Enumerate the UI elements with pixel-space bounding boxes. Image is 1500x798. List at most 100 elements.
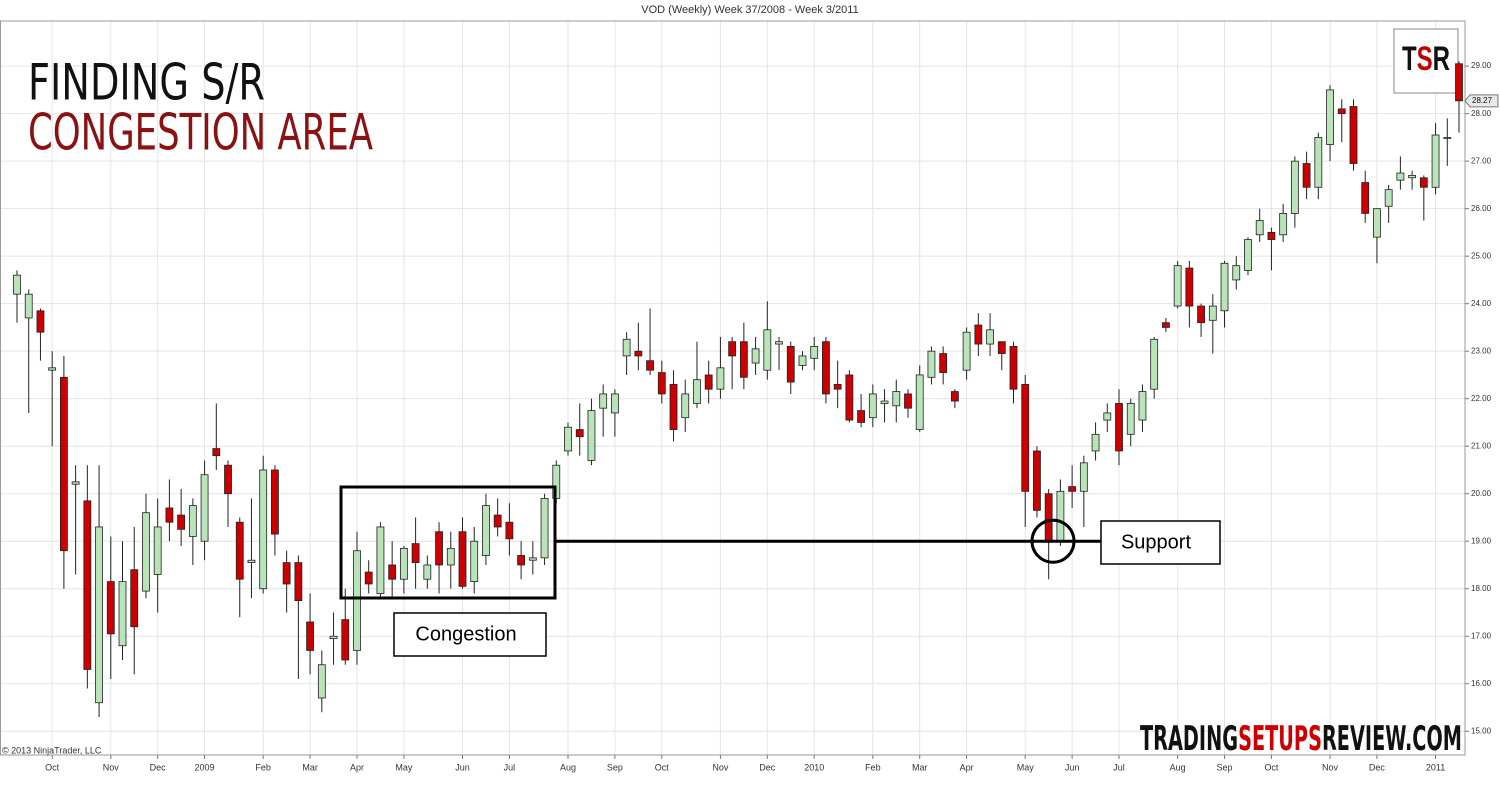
candle-body [739, 341, 748, 378]
y-tick-label: 29.00 [1471, 61, 1492, 70]
y-tick-label: 16.00 [1471, 679, 1492, 688]
candle-body [1009, 346, 1018, 390]
y-tick-label: 20.00 [1471, 489, 1492, 498]
candle-body [657, 372, 666, 395]
x-tick-label: Oct [655, 762, 670, 772]
x-tick-label: Dec [150, 762, 167, 772]
candle-body [153, 526, 162, 575]
candle-body [282, 562, 291, 585]
candle-body [1208, 305, 1217, 321]
candle-body [728, 341, 737, 357]
candle-body [212, 448, 221, 457]
candle-body [423, 564, 432, 580]
x-tick-label: Jul [504, 762, 516, 772]
candle-body [622, 338, 631, 357]
x-tick-label: 2011 [1426, 762, 1445, 772]
y-tick-label: 23.00 [1471, 346, 1492, 355]
candle-body [915, 374, 924, 430]
x-tick-label: Dec [759, 762, 776, 772]
x-tick-label: 2010 [804, 762, 824, 772]
candle-body [1302, 163, 1311, 188]
candle-body [611, 393, 619, 414]
candle-body [1384, 189, 1393, 207]
candle-body [235, 521, 244, 580]
candle-body [962, 331, 971, 371]
candle-body [1103, 412, 1112, 421]
x-tick-label: Aug [560, 762, 576, 772]
x-tick-label: Oct [1264, 762, 1279, 772]
candle-body [24, 293, 33, 319]
y-tick-label: 26.00 [1471, 204, 1492, 213]
x-tick-label: Feb [255, 762, 271, 772]
x-tick-label: Nov [712, 762, 729, 772]
candle-body [329, 635, 338, 640]
candle-body [716, 367, 725, 390]
candle-body [1138, 391, 1147, 421]
heading: FINDING S/R [28, 54, 265, 112]
candle-body [458, 531, 467, 587]
candle-body [775, 341, 783, 345]
x-tick-label: Apr [350, 762, 364, 772]
candle-body [364, 571, 373, 585]
candle-body [36, 310, 45, 333]
x-tick-label: Sep [1217, 762, 1233, 772]
candle-body [165, 507, 174, 523]
candle-body [1314, 136, 1323, 188]
candle-body [1349, 106, 1358, 164]
candle-body [48, 367, 57, 371]
candle-body [1044, 493, 1053, 542]
axes: 15.00 16.00 17.00 18.00 19.00 20.00 21.00 22.00… [45, 61, 1499, 772]
copyright: © 2013 NinjaTrader, LLC [2, 745, 102, 755]
candle-body [1091, 433, 1100, 452]
candle-body [669, 384, 678, 430]
candle-body [1115, 403, 1123, 452]
candle-body [1220, 262, 1229, 312]
x-tick-label: Nov [1322, 762, 1339, 772]
y-tick-label: 18.00 [1471, 584, 1492, 593]
candle-body [575, 429, 584, 438]
last-price-tag [1464, 94, 1499, 108]
x-tick-label: Jun [1065, 762, 1080, 772]
congestion-label: Congestion [415, 623, 516, 645]
candle-body [83, 500, 92, 670]
candle-body [1150, 338, 1159, 390]
candle-body [1290, 160, 1299, 214]
candle-body [482, 505, 490, 556]
logo-box [1393, 28, 1459, 94]
candle-body [1162, 322, 1170, 328]
candle-body [200, 474, 209, 542]
congestion-box [339, 485, 557, 600]
candle-body [95, 526, 103, 704]
watermark-part: SETUPS [1238, 719, 1322, 759]
candle-body [353, 550, 361, 651]
candle-body [376, 526, 385, 594]
candle-body [587, 410, 596, 461]
last-price-label: 28.27 [1472, 96, 1493, 105]
candle-body [528, 557, 537, 561]
candle-body [411, 543, 420, 563]
candles [13, 61, 1463, 717]
candle-body [247, 559, 256, 563]
candle-body [435, 531, 443, 566]
candle-body [1408, 175, 1417, 179]
x-tick-label: Apr [960, 762, 974, 772]
candle-body [997, 341, 1006, 354]
support-circle [1030, 518, 1076, 564]
y-tick-label: 27.00 [1471, 156, 1492, 165]
candle-body [950, 391, 959, 402]
candle-body [341, 619, 350, 661]
logo: TSR [1402, 40, 1450, 78]
candle-body [399, 547, 408, 580]
candle-body [857, 410, 865, 423]
candle-body [1326, 89, 1334, 145]
candle-body [1068, 486, 1077, 492]
candle-body [599, 393, 608, 409]
candle-body [974, 324, 983, 345]
candle-body [1431, 134, 1440, 188]
candle-body [118, 581, 127, 647]
candle-body [130, 569, 139, 628]
x-tick-label: Jun [455, 762, 470, 772]
support-label-box [1100, 520, 1221, 565]
candle-body [939, 353, 948, 373]
candle-body [470, 540, 479, 582]
